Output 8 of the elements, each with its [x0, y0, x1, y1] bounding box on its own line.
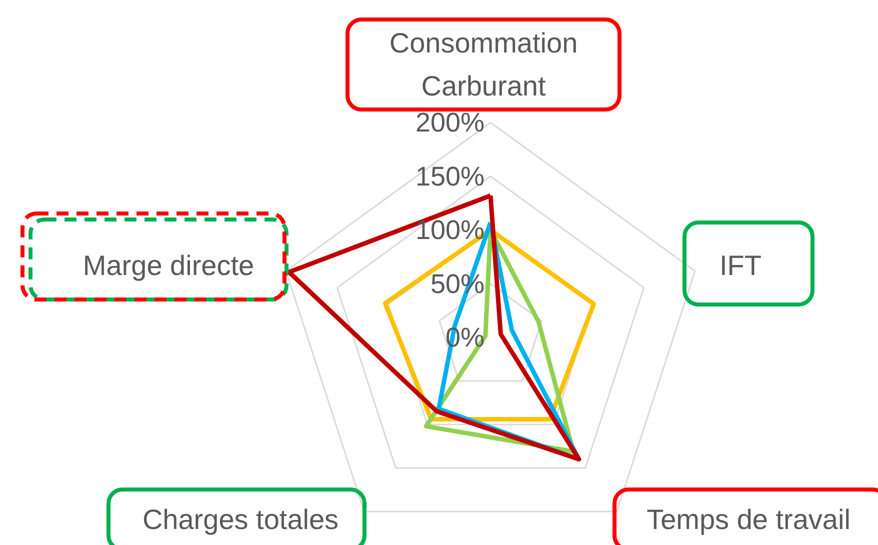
spoke-label: Marge directe — [82, 250, 254, 281]
spoke-label: Temps de travail — [646, 504, 850, 535]
spoke-label: Charges totales — [142, 504, 339, 535]
spoke-label: Consommation Carburant — [389, 27, 578, 102]
y-tick-label: 200% — [415, 108, 485, 138]
spoke-label: IFT — [720, 250, 762, 281]
y-tick-label: 150% — [415, 161, 485, 192]
y-tick-label: 100% — [415, 215, 485, 245]
